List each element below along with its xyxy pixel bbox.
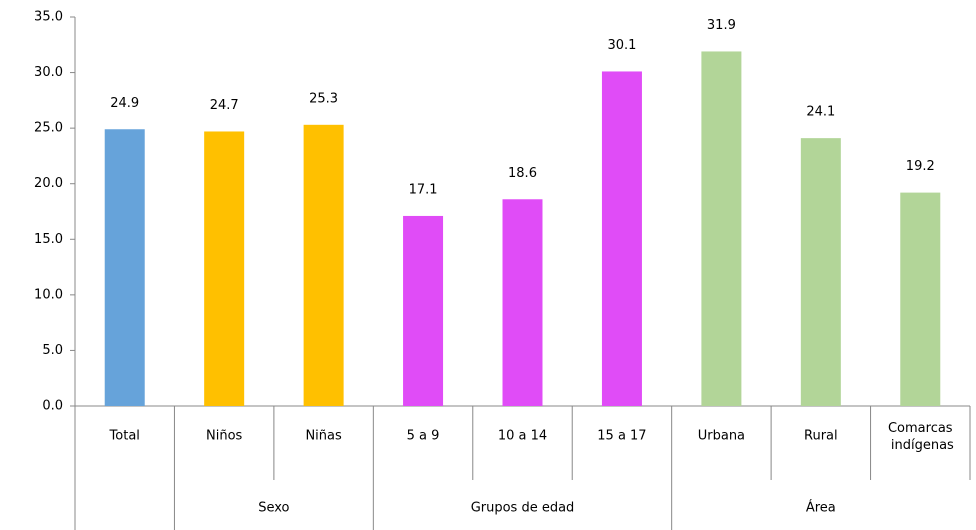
y-tick-label: 30.0 [34, 65, 63, 80]
bar [204, 131, 245, 406]
bar [502, 199, 543, 406]
value-label: 25.3 [309, 91, 338, 106]
group-label: Área [806, 500, 836, 516]
bar [701, 51, 742, 406]
bar [800, 138, 841, 406]
bar [601, 71, 642, 407]
bar [900, 192, 941, 406]
y-tick-label: 5.0 [42, 343, 63, 358]
x-tick-label: 10 a 14 [498, 429, 547, 444]
y-tick-label: 10.0 [34, 287, 63, 302]
y-tick-label: 0.0 [42, 399, 63, 414]
value-label: 19.2 [906, 159, 935, 174]
bar [104, 129, 145, 407]
group-label: Grupos de edad [471, 501, 575, 516]
x-tick-label: Rural [804, 429, 838, 444]
y-tick-label: 35.0 [34, 10, 63, 25]
group-label: Sexo [258, 501, 289, 516]
x-tick-label: Total [109, 429, 140, 444]
value-label: 18.6 [508, 166, 537, 181]
x-tick-label: Niños [206, 429, 243, 444]
bar [303, 124, 344, 407]
value-label: 30.1 [607, 38, 636, 53]
value-label: 24.1 [806, 105, 835, 120]
bar [403, 215, 444, 406]
x-tick-label: Niñas [305, 429, 342, 444]
value-label: 24.9 [110, 96, 139, 111]
x-tick-label: 15 a 17 [597, 429, 646, 444]
value-label: 17.1 [409, 182, 438, 197]
y-tick-label: 20.0 [34, 176, 63, 191]
y-tick-label: 25.0 [34, 121, 63, 136]
value-label: 31.9 [707, 18, 736, 33]
x-tick-label: 5 a 9 [407, 429, 440, 444]
x-tick-label: Urbana [698, 429, 745, 444]
x-tick-label: Comarcas indígenas [887, 421, 954, 453]
value-label: 24.7 [210, 98, 239, 113]
y-tick-label: 15.0 [34, 232, 63, 247]
